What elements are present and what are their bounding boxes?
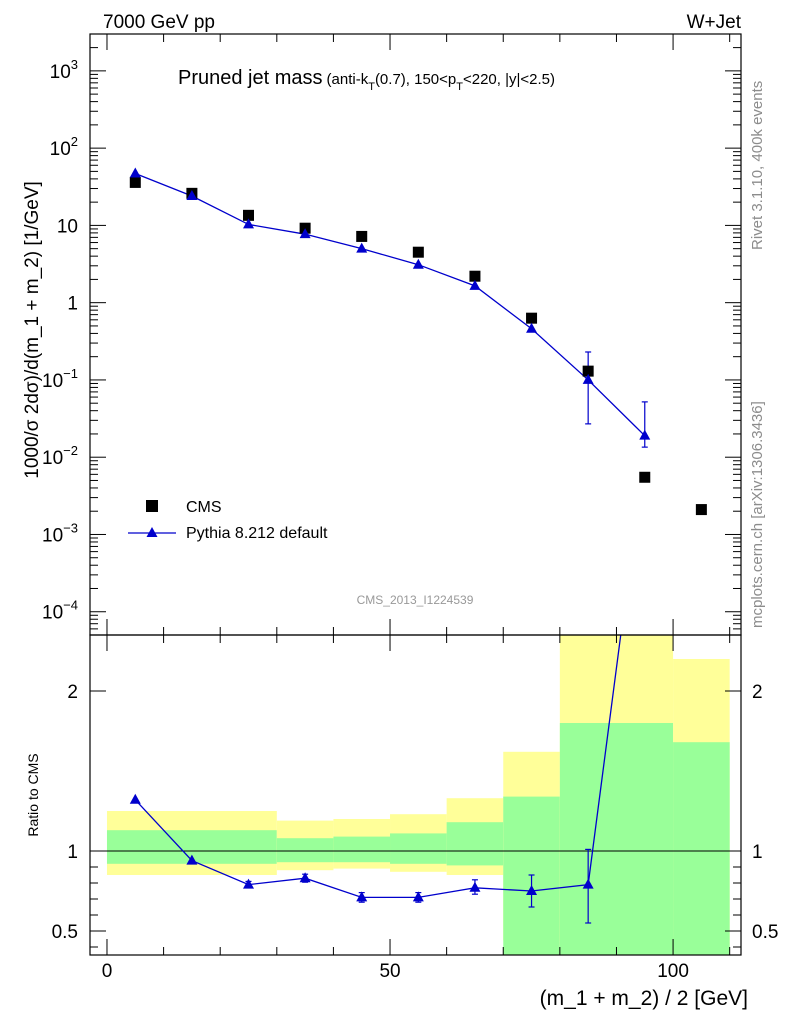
band-inner [446, 822, 504, 866]
cms-point [526, 312, 538, 324]
main-y-tick-label: 1 [67, 294, 78, 315]
rivet-version-label: Rivet 3.1.10, 400k events [749, 81, 766, 250]
cms-point [129, 176, 141, 188]
ratio-point [469, 881, 481, 892]
axis-ticks [90, 33, 741, 955]
band-inner [333, 836, 391, 863]
mc-point [243, 218, 255, 229]
ratio-y-axis-label: Ratio to CMS [25, 753, 41, 836]
mc-point [639, 429, 651, 440]
legend-cms-label: CMS [186, 499, 222, 516]
cms-point [695, 504, 707, 516]
mc-point [186, 190, 198, 201]
ratio-point [129, 793, 141, 804]
band-inner [673, 742, 730, 955]
mc-point [356, 242, 368, 253]
mc-point [129, 167, 141, 178]
mcplots-url-label: mcplots.cern.ch [arXiv:1306.3436] [749, 401, 766, 628]
header-right: W+Jet [687, 12, 742, 33]
legend-mc-marker [146, 527, 158, 537]
main-y-axis-label: 1000/σ 2dσ)/d(m_1 + m_2) [1/GeV] [22, 181, 43, 479]
band-inner [390, 833, 447, 864]
mc-line [135, 172, 646, 437]
ratio-y-tick-label-right: 2 [752, 682, 763, 703]
cms-point [243, 209, 255, 221]
ratio-line [134, 635, 622, 899]
main-y-tick-label: 10−1 [42, 366, 78, 392]
legend: CMS Pythia 8.212 default [128, 499, 328, 542]
x-tick-label: 100 [657, 961, 689, 982]
uncertainty-bands [106, 635, 730, 955]
ratio-point [412, 891, 424, 902]
main-y-tick-label: 10−3 [42, 520, 78, 546]
x-axis-label: (m_1 + m_2) / 2 [GeV] [540, 987, 748, 1010]
ratio-series [129, 635, 622, 924]
mc-point [469, 279, 481, 290]
header-left: 7000 GeV pp [103, 12, 215, 33]
cms-point [469, 270, 481, 282]
legend-cms-marker [146, 500, 158, 512]
ratio-panel-frame [89, 634, 742, 956]
x-tick-label: 0 [102, 961, 113, 982]
main-y-tick-label: 103 [50, 57, 78, 83]
ratio-y-tick-label-left: 2 [67, 682, 78, 703]
main-panel-frame [89, 33, 742, 636]
x-tick-label: 50 [379, 961, 400, 982]
ratio-point [356, 891, 368, 902]
ratio-y-tick-label-right: 1 [752, 842, 763, 863]
legend-mc-label: Pythia 8.212 default [186, 525, 328, 542]
ratio-point [526, 885, 538, 895]
main-y-tick-label: 10 [57, 216, 78, 237]
cms-point [412, 246, 424, 258]
mc-point [526, 322, 538, 333]
chart-title: Pruned jet mass (anti-kT(0.7), 150<pT<220… [178, 67, 555, 93]
ratio-y-tick-label-left: 1 [67, 842, 78, 863]
ratio-point [186, 854, 198, 865]
ratio-point [299, 872, 311, 883]
main-series [129, 167, 707, 516]
mc-point [299, 228, 311, 239]
cms-point [582, 365, 594, 377]
ratio-point [582, 878, 594, 889]
cms-point [356, 230, 368, 242]
analysis-watermark: CMS_2013_I1224539 [357, 593, 474, 607]
mc-point [412, 258, 424, 269]
main-y-tick-label: 10−4 [42, 598, 78, 624]
ratio-point [243, 878, 255, 889]
main-y-tick-label: 10−2 [42, 443, 78, 469]
ratio-y-tick-label-left: 0.5 [52, 922, 78, 943]
ratio-y-tick-label-right: 0.5 [752, 922, 778, 943]
panel-frames [89, 33, 742, 956]
band-inner [559, 723, 674, 955]
mc-point [582, 373, 594, 384]
cms-point [639, 471, 651, 483]
main-y-tick-label: 102 [50, 134, 78, 160]
band-inner [276, 838, 334, 863]
